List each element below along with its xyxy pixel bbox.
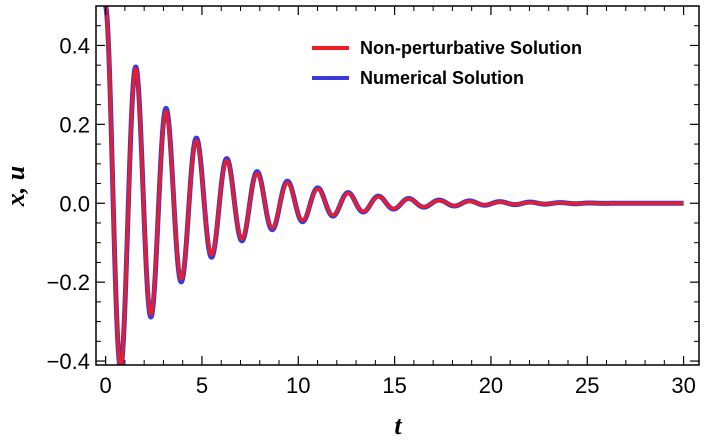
series-line-non-perturbative xyxy=(104,6,685,365)
y-tick-label: 0.2 xyxy=(59,112,90,137)
x-tick-label: 20 xyxy=(479,373,503,398)
y-tick-label: −0.2 xyxy=(47,270,90,295)
x-tick-label: 10 xyxy=(286,373,310,398)
series-layer xyxy=(103,6,686,365)
y-tick-label: 0.4 xyxy=(59,33,90,58)
series-line-numerical xyxy=(103,6,686,365)
legend-label-numerical: Numerical Solution xyxy=(360,68,524,88)
x-tick-label: 25 xyxy=(575,373,599,398)
x-tick-label: 30 xyxy=(671,373,695,398)
legend-label-non-perturbative: Non-perturbative Solution xyxy=(360,38,582,58)
legend: Non-perturbative Solution Numerical Solu… xyxy=(312,38,582,88)
y-tick-label: 0.0 xyxy=(59,191,90,216)
x-tick-label: 0 xyxy=(100,373,112,398)
y-tick-label: −0.4 xyxy=(47,349,90,374)
plot-frame xyxy=(95,5,700,366)
y-axis-title: x, u xyxy=(1,166,30,207)
x-tick-label: 5 xyxy=(196,373,208,398)
x-tick-label: 15 xyxy=(382,373,406,398)
ticks-layer: 0 5 10 15 20 25 30 0.4 0.2 0.0 −0.2 −0.4 xyxy=(47,6,699,398)
x-axis-title: t xyxy=(394,411,402,440)
